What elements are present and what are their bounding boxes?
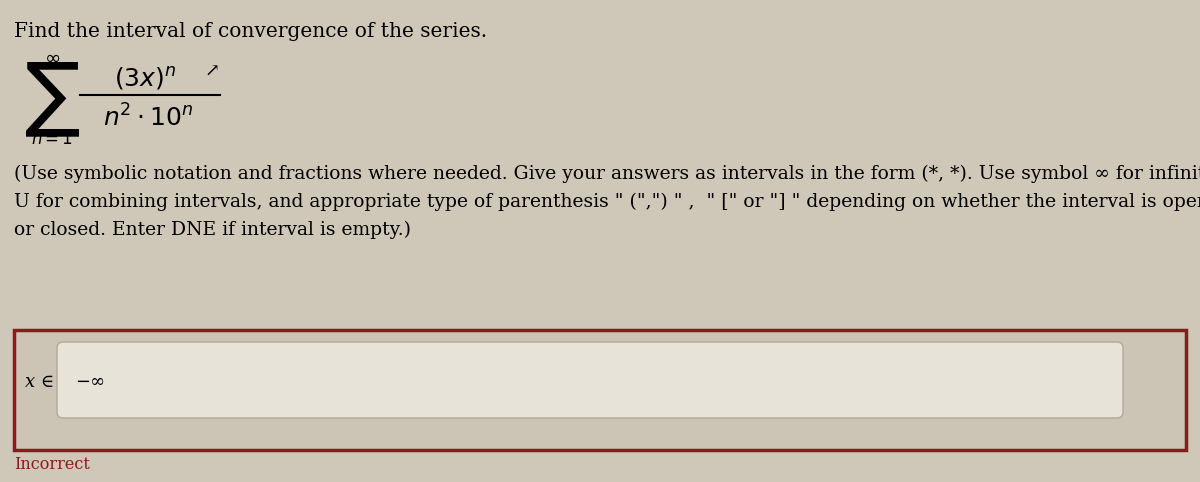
FancyBboxPatch shape <box>14 330 1186 450</box>
Text: $n=1$: $n=1$ <box>31 132 73 148</box>
Text: x ∈: x ∈ <box>25 373 54 391</box>
Text: or closed. Enter DNE if interval is empty.): or closed. Enter DNE if interval is empt… <box>14 221 410 239</box>
Text: Find the interval of convergence of the series.: Find the interval of convergence of the … <box>14 22 487 41</box>
Text: ↗: ↗ <box>205 63 220 81</box>
Text: $n^2 \cdot 10^n$: $n^2 \cdot 10^n$ <box>103 105 193 132</box>
Text: $\sum$: $\sum$ <box>24 61 80 139</box>
Text: Incorrect: Incorrect <box>14 456 90 473</box>
Text: U for combining intervals, and appropriate type of parenthesis " (",") " ,  " [": U for combining intervals, and appropria… <box>14 193 1200 211</box>
Text: −∞: −∞ <box>74 373 106 391</box>
Text: (Use symbolic notation and fractions where needed. Give your answers as interval: (Use symbolic notation and fractions whe… <box>14 165 1200 183</box>
Text: $\infty$: $\infty$ <box>44 49 60 67</box>
FancyBboxPatch shape <box>58 342 1123 418</box>
Text: $(3x)^n$: $(3x)^n$ <box>114 65 176 92</box>
